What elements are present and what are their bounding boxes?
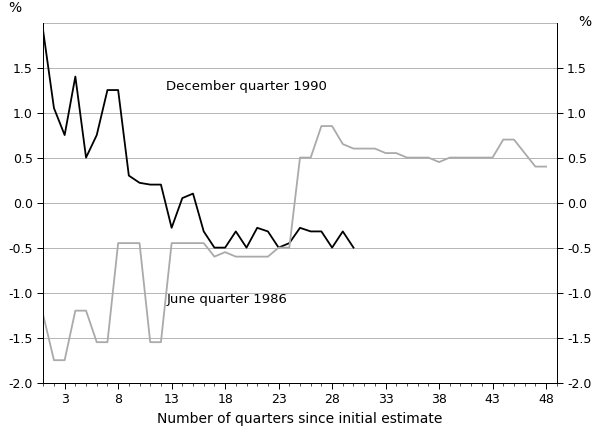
X-axis label: Number of quarters since initial estimate: Number of quarters since initial estimat… — [157, 412, 443, 426]
Y-axis label: %: % — [8, 1, 22, 15]
Text: June quarter 1986: June quarter 1986 — [166, 293, 287, 306]
Text: December quarter 1990: December quarter 1990 — [166, 80, 327, 93]
Y-axis label: %: % — [578, 15, 592, 30]
